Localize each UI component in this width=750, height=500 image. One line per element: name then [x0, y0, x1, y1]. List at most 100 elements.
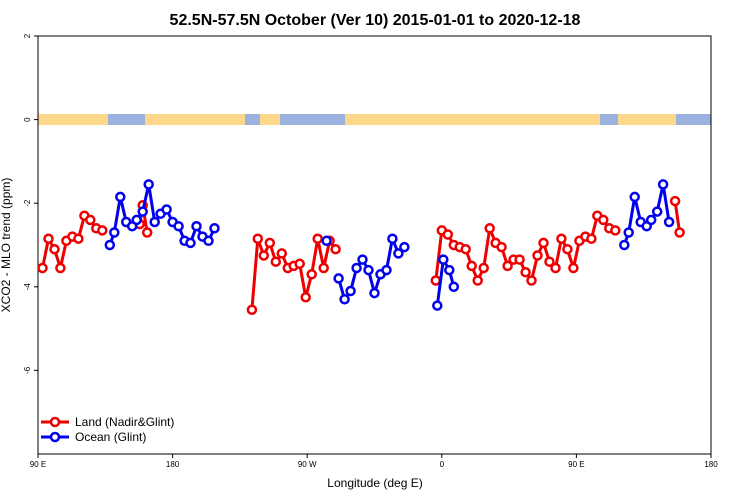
data-point	[556, 233, 567, 244]
data-point	[209, 223, 220, 234]
data-point	[538, 237, 549, 249]
data-point	[432, 300, 443, 311]
data-point	[55, 262, 66, 274]
x-axis-label: Longitude (deg E)	[327, 476, 422, 490]
data-point	[619, 239, 630, 251]
series-ocean	[104, 179, 675, 311]
data-point	[526, 275, 537, 286]
land-ocean-map-strip-land	[145, 114, 245, 125]
y-tick-label: -6	[23, 366, 32, 374]
data-point	[104, 239, 116, 251]
x-axis: 90 E 180 90 W 0 90 E 180	[30, 454, 718, 469]
data-point	[49, 243, 60, 255]
data-point	[562, 243, 573, 255]
y-tick-label: -4	[23, 283, 32, 291]
data-point	[109, 227, 120, 238]
series-line	[250, 237, 337, 310]
data-point	[623, 227, 634, 238]
data-point	[85, 214, 96, 226]
data-point	[586, 233, 597, 244]
data-point	[306, 269, 317, 280]
data-point	[276, 248, 288, 259]
legend-item-ocean: Ocean (Glint)	[41, 430, 146, 444]
x-tick-label: 180	[166, 460, 180, 469]
data-point	[369, 287, 380, 299]
data-point	[651, 206, 663, 217]
data-point	[610, 225, 621, 236]
data-point	[294, 258, 305, 270]
legend-label-land: Land (Nadir&Glint)	[75, 415, 174, 429]
land-ocean-map-strip-land	[618, 114, 676, 125]
data-point	[496, 241, 507, 253]
series-line	[435, 258, 456, 306]
data-point	[663, 216, 675, 228]
data-point	[520, 266, 531, 278]
legend-label-ocean: Ocean (Glint)	[75, 430, 146, 444]
plot-frame	[37, 35, 712, 455]
data-point	[438, 254, 449, 265]
data-point	[270, 256, 282, 267]
data-point	[333, 273, 344, 284]
x-tick-label: 90 W	[298, 460, 317, 469]
series-line	[673, 200, 682, 233]
data-point	[141, 227, 153, 238]
data-point	[669, 195, 681, 207]
data-point	[173, 220, 184, 232]
chart-title: 52.5N-57.5N October (Ver 10) 2015-01-01 …	[170, 12, 581, 29]
x-tick-label: 90 E	[30, 460, 46, 469]
data-point	[363, 264, 374, 276]
series-layer	[37, 179, 685, 316]
data-point	[399, 241, 410, 253]
legend-marker-ocean	[49, 431, 61, 443]
x-tick-label: 0	[440, 460, 445, 469]
data-point	[657, 179, 669, 190]
data-point	[318, 262, 329, 274]
land-ocean-map-strip-land	[345, 114, 600, 125]
legend-marker-land	[49, 416, 61, 428]
data-point	[645, 214, 657, 226]
data-point	[185, 237, 196, 249]
data-point	[339, 294, 350, 305]
data-point	[73, 233, 84, 244]
land-ocean-map-strip-land	[260, 114, 280, 125]
data-point	[252, 233, 264, 244]
data-point	[430, 275, 442, 286]
data-point	[312, 233, 323, 244]
data-point	[568, 262, 579, 274]
y-axis: 2 0 -2 -4 -6	[23, 33, 38, 374]
data-point	[544, 256, 555, 267]
data-point	[131, 214, 142, 226]
data-point	[598, 214, 609, 226]
data-point	[460, 243, 471, 255]
data-point	[550, 262, 561, 274]
land-ocean-map-strip-land	[38, 114, 108, 125]
data-point	[629, 191, 640, 203]
data-point	[502, 260, 513, 272]
data-point	[514, 254, 525, 265]
legend-item-land: Land (Nadir&Glint)	[41, 415, 174, 429]
data-point	[37, 262, 48, 274]
data-point	[674, 227, 685, 238]
data-point	[115, 191, 126, 203]
data-point	[330, 243, 341, 255]
data-point	[300, 292, 311, 303]
data-point	[321, 235, 332, 247]
data-point	[448, 281, 460, 293]
data-point	[484, 223, 495, 234]
x-tick-label: 90 E	[568, 460, 584, 469]
data-point	[246, 304, 258, 316]
y-axis-label: XCO2 - MLO trend (ppm)	[0, 178, 13, 313]
y-tick-label: 2	[23, 33, 32, 38]
data-point	[258, 250, 270, 261]
data-point	[532, 250, 543, 261]
data-point	[137, 206, 148, 217]
data-point	[381, 264, 392, 276]
y-tick-label: -2	[23, 199, 32, 207]
x-tick-label: 180	[704, 460, 718, 469]
data-point	[442, 229, 454, 240]
data-point	[393, 248, 404, 259]
data-point	[143, 179, 154, 190]
data-point	[466, 260, 477, 272]
data-point	[357, 254, 368, 265]
